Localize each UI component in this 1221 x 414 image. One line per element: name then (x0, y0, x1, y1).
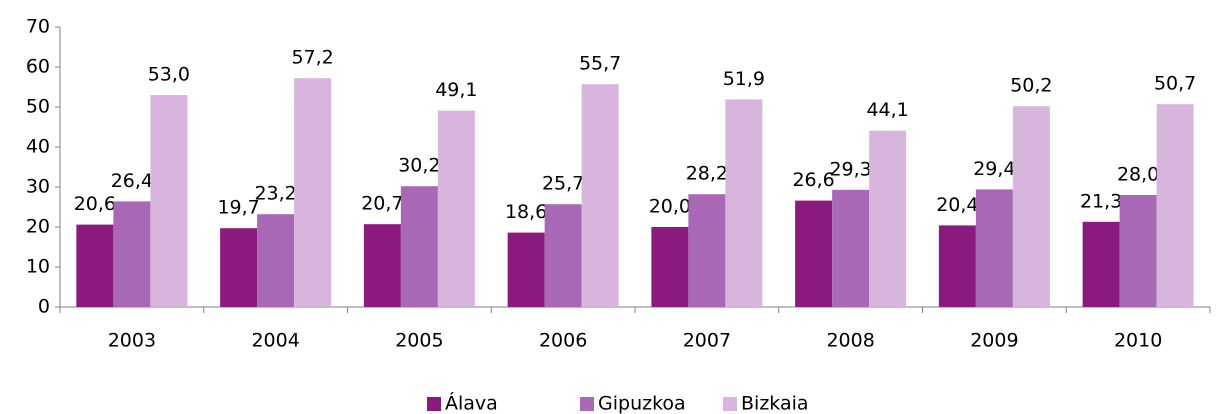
data-label: 30,2 (398, 155, 440, 177)
bar (869, 130, 907, 307)
bar (581, 84, 619, 307)
bar (795, 200, 833, 307)
bar (507, 232, 545, 307)
bar (688, 194, 726, 307)
x-tick-label: 2007 (683, 330, 731, 352)
x-tick-label: 2005 (395, 330, 443, 352)
bar (1156, 104, 1194, 307)
data-label: 20,6 (74, 193, 116, 215)
bar (76, 224, 114, 307)
data-label: 55,7 (579, 53, 621, 75)
y-tick-label: 0 (38, 296, 50, 318)
data-label: 20,7 (361, 193, 403, 215)
data-label: 21,3 (1080, 190, 1122, 212)
data-label: 25,7 (542, 173, 584, 195)
bar (363, 224, 401, 307)
bar (113, 201, 151, 307)
bar (294, 78, 332, 307)
y-tick-label: 40 (26, 136, 50, 158)
legend-swatch (580, 397, 594, 411)
bar (437, 110, 475, 307)
y-tick-label: 20 (26, 216, 50, 238)
bar (220, 228, 258, 307)
data-label: 20,0 (649, 196, 691, 218)
data-label: 28,0 (1117, 164, 1159, 186)
data-label: 51,9 (723, 68, 765, 90)
data-label: 29,4 (973, 158, 1015, 180)
bar (975, 189, 1013, 307)
data-label: 20,4 (936, 194, 978, 216)
bar (1119, 195, 1157, 307)
x-tick-label: 2004 (251, 330, 299, 352)
x-tick-label: 2003 (108, 330, 156, 352)
data-label: 57,2 (291, 47, 333, 69)
bar (1012, 106, 1050, 307)
legend-swatch (427, 397, 441, 411)
legend-label: Gipuzkoa (598, 393, 686, 414)
bar (938, 225, 976, 307)
data-label: 18,6 (505, 201, 547, 223)
x-tick-label: 2010 (1114, 330, 1162, 352)
data-label: 26,4 (111, 170, 153, 192)
data-label: 49,1 (435, 79, 477, 101)
data-label: 50,2 (1010, 75, 1052, 97)
y-tick-label: 50 (26, 96, 50, 118)
bar (257, 214, 295, 307)
y-tick-label: 10 (26, 256, 50, 278)
data-label: 23,2 (254, 183, 296, 205)
bar (544, 204, 582, 307)
x-tick-label: 2009 (970, 330, 1018, 352)
legend-label: Bizkaia (741, 393, 809, 414)
bar (725, 99, 763, 308)
y-tick-label: 60 (26, 56, 50, 78)
bar (651, 227, 689, 307)
data-label: 28,2 (686, 163, 728, 185)
x-tick-label: 2006 (539, 330, 587, 352)
x-tick-label: 2008 (826, 330, 874, 352)
bar (832, 189, 870, 307)
legend-swatch (723, 397, 737, 411)
y-tick-label: 30 (26, 176, 50, 198)
data-label: 26,6 (792, 169, 834, 191)
legend-label: Álava (445, 392, 498, 414)
data-label: 29,3 (829, 158, 871, 180)
bar (150, 95, 188, 307)
bar (400, 186, 438, 307)
data-label: 50,7 (1154, 73, 1196, 95)
data-label: 53,0 (148, 64, 190, 86)
bar (1082, 221, 1120, 307)
y-tick-label: 70 (26, 16, 50, 38)
data-label: 44,1 (866, 99, 908, 121)
data-label: 19,7 (217, 197, 259, 219)
